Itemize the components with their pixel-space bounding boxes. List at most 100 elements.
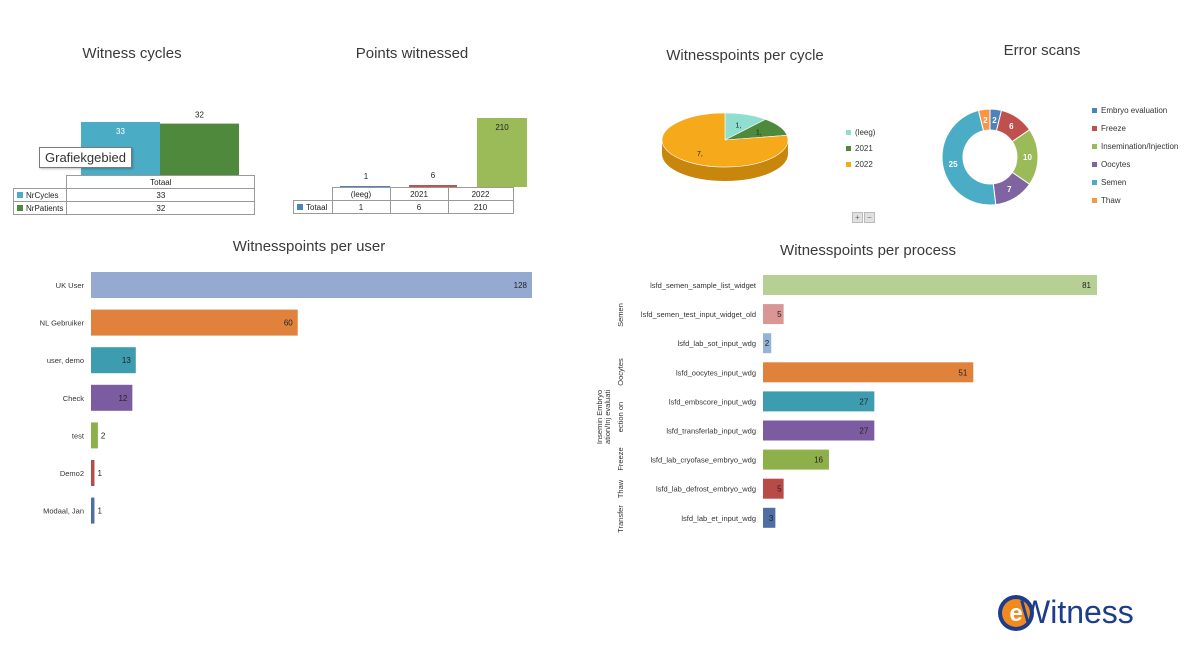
- donut-legend-item: Oocytes: [1092, 156, 1178, 174]
- user-category-label: Check: [63, 394, 85, 403]
- chart-area-tooltip: Grafiekgebied: [39, 147, 132, 168]
- donut-slice: [977, 108, 991, 132]
- error-scans-title: Error scans: [1003, 42, 1081, 59]
- pie-legend-item: 2022: [846, 157, 875, 173]
- points-data-table: (leeg) 2021 2022 Totaal 1 6 210: [293, 187, 514, 214]
- pie-legend-label: 2021: [855, 144, 873, 153]
- patients-row-label: NrPatients: [26, 203, 64, 213]
- pie-slice-label: 7,: [697, 151, 703, 158]
- process-bar: [763, 420, 875, 441]
- patients-row-value: 32: [66, 201, 256, 215]
- process-category-label: lsfd_embscore_input_wdg: [669, 397, 756, 406]
- donut-legend-item: Semen: [1092, 174, 1178, 192]
- process-bar-label: 5: [777, 310, 782, 319]
- process-bar: [763, 391, 875, 412]
- pie-legend-item: 2021: [846, 141, 875, 157]
- points-val-leeg: 1: [331, 200, 391, 214]
- user-bar-label: 60: [284, 319, 293, 328]
- per-user-title: Witnesspoints per user: [232, 238, 386, 255]
- points-bar: [340, 186, 390, 187]
- cycles-bar-label: 33: [116, 127, 125, 136]
- per-process-title: Witnesspoints per process: [780, 242, 956, 259]
- points-col-2021: 2021: [389, 187, 449, 201]
- user-bar-label: 1: [97, 469, 102, 478]
- points-col-2022: 2022: [447, 187, 514, 201]
- donut-slice-label: 2: [992, 116, 997, 125]
- pie-slice-label: 1,: [735, 122, 741, 129]
- process-bar: [763, 507, 776, 528]
- pie-slice: [661, 112, 789, 168]
- user-bar: [91, 309, 298, 336]
- points-val-2022: 210: [447, 200, 514, 214]
- process-bar-label: 3: [769, 514, 774, 523]
- process-category-label: lsfd_lab_cryofase_embryo_wdg: [651, 456, 756, 465]
- error-scans-donut: 2 6 10 7 25 2: [941, 108, 1039, 206]
- user-category-label: NL Gebruiker: [40, 319, 85, 328]
- process-bar: [763, 333, 772, 354]
- user-bar: [91, 422, 98, 449]
- donut-legend-label: Oocytes: [1101, 160, 1131, 169]
- cycles-data-table: Totaal NrCycles 33 NrPatients 32: [12, 175, 256, 215]
- pie-legend-label: 2022: [855, 160, 873, 169]
- points-bar-label: 6: [431, 171, 436, 180]
- pie-legend-item: (leeg): [846, 125, 875, 141]
- donut-legend-label: Thaw: [1101, 196, 1121, 205]
- donut-slice-label: 2: [983, 116, 988, 125]
- user-category-label: Modaal, Jan: [43, 507, 84, 516]
- points-title: Points witnessed: [355, 45, 469, 62]
- donut-slice-label: 25: [949, 160, 958, 169]
- process-bar: [763, 304, 784, 325]
- process-bar-label: 27: [859, 397, 868, 406]
- process-category-label: lsfd_lab_defrost_embryo_wdg: [656, 485, 756, 494]
- process-group-label: Semen: [616, 303, 625, 327]
- donut-slice-label: 6: [1009, 122, 1014, 131]
- points-val-2021: 6: [389, 200, 449, 214]
- process-group-label: Freeze: [616, 447, 625, 470]
- donut-legend: Embryo evaluation Freeze Insemination/In…: [1092, 102, 1178, 210]
- user-bar: [91, 384, 133, 411]
- process-category-label: lsfd_transferlab_input_wdg: [666, 427, 756, 436]
- user-category-label: UK User: [56, 281, 85, 290]
- process-category-label: lsfd_oocytes_input_wdg: [676, 368, 756, 377]
- donut-slice: [941, 109, 997, 206]
- donut-legend-label: Insemination/Injection: [1101, 142, 1179, 151]
- user-bar: [91, 460, 95, 486]
- zoom-out-button[interactable]: −: [864, 212, 875, 223]
- user-bar-label: 2: [101, 431, 106, 440]
- zoom-in-button[interactable]: +: [852, 212, 863, 223]
- user-bar-label: 1: [97, 507, 102, 516]
- pie-slice-label: 1,: [756, 130, 762, 137]
- user-bar: [91, 347, 136, 374]
- zoom-controls: + −: [852, 207, 876, 225]
- user-bar: [91, 497, 95, 524]
- points-bar-label: 1: [364, 172, 369, 181]
- process-group-label: Thaw: [616, 479, 625, 498]
- donut-slice-label: 7: [1007, 185, 1012, 194]
- per-process-chart: lsfd_semen_sample_list_widget 81 lsfd_seme…: [595, 275, 1097, 533]
- process-bar: [763, 478, 784, 499]
- process-bar-label: 51: [958, 368, 967, 377]
- points-col-leeg: (leeg): [331, 187, 391, 201]
- donut-legend-label: Semen: [1101, 178, 1127, 187]
- ewitness-logo-icon: e: [998, 595, 1034, 631]
- donut-legend-item: Insemination/Injection: [1092, 138, 1178, 156]
- process-category-label: lsfd_lab_sot_input_wdg: [678, 339, 756, 348]
- process-bar: [763, 449, 829, 470]
- cycles-title: Witness cycles: [82, 45, 182, 62]
- cycles-bar-label: 32: [195, 111, 204, 120]
- cycles-row-label: NrCycles: [26, 190, 59, 200]
- donut-legend-item: Freeze: [1092, 120, 1178, 138]
- pie-legend: (leeg) 2021 2022: [846, 125, 875, 173]
- donut-slice-label: 10: [1023, 153, 1032, 162]
- donut-legend-label: Freeze: [1101, 124, 1126, 133]
- points-bar: [477, 118, 527, 187]
- ewitness-logo-text: Witness: [1020, 594, 1134, 630]
- user-bar-label: 12: [118, 394, 127, 403]
- donut-legend-label: Embryo evaluation: [1101, 106, 1168, 115]
- process-category-label: lsfd_semen_test_input_widget_old: [641, 310, 756, 319]
- process-bar: [763, 275, 1097, 295]
- cycles-table-header: Totaal: [66, 175, 256, 189]
- process-bar: [763, 362, 974, 383]
- process-bar-label: 27: [859, 427, 868, 436]
- process-category-label: lsfd_semen_sample_list_widget: [650, 281, 757, 290]
